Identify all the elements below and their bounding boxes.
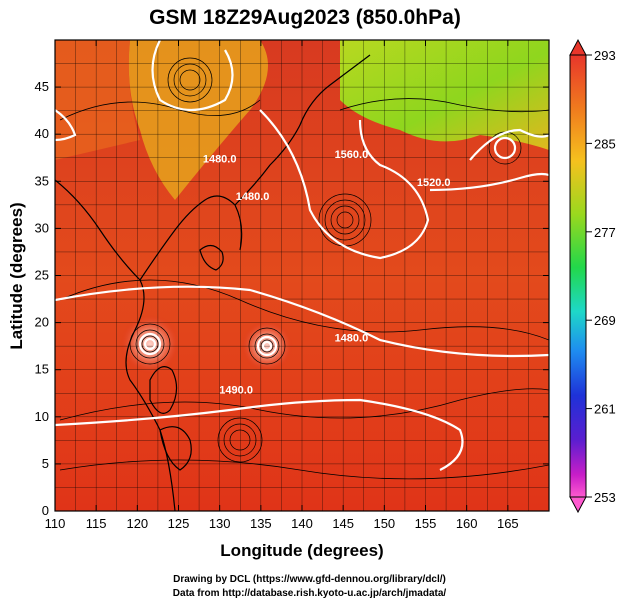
contour-label: 1480.0 bbox=[203, 153, 237, 165]
chart-title: GSM 18Z29Aug2023 (850.0hPa) bbox=[149, 6, 461, 29]
colorbar: 293 285 277 269 261 253 bbox=[569, 38, 616, 514]
cyclone-contour bbox=[261, 340, 273, 352]
x-axis-label: Longitude (degrees) bbox=[220, 541, 383, 560]
colorbar-scale bbox=[569, 54, 587, 498]
height-contour bbox=[429, 172, 549, 192]
vortex-streamline bbox=[248, 327, 286, 365]
x-tick-label: 160 bbox=[456, 516, 478, 531]
vortex-streamline bbox=[173, 63, 207, 97]
colorbar-tick-label: 269 bbox=[594, 313, 616, 328]
vortex-streamline bbox=[141, 335, 159, 353]
y-tick-label: 25 bbox=[35, 268, 49, 283]
colorbar-top-arrow bbox=[569, 38, 587, 56]
vortex-streamline bbox=[217, 417, 263, 463]
cyclone-contour bbox=[493, 136, 517, 160]
vortex-streamline bbox=[254, 333, 280, 359]
contour-label: 1480.0 bbox=[335, 332, 369, 344]
vortex-streamline bbox=[167, 57, 213, 103]
height-contour bbox=[259, 109, 430, 260]
colorbar-ticks: 293 285 277 269 261 253 bbox=[586, 48, 616, 505]
colorbar-tick-label: 277 bbox=[594, 225, 616, 240]
vortex-streamline bbox=[229, 429, 251, 451]
credit-data-source: Data from http://database.rish.kyoto-u.a… bbox=[172, 588, 447, 599]
x-tick-label: 135 bbox=[250, 516, 272, 531]
contour-label: 1480.0 bbox=[236, 191, 270, 203]
x-tick-label: 155 bbox=[415, 516, 437, 531]
contour-label: 1520.0 bbox=[417, 177, 451, 189]
vortex-streamline bbox=[135, 329, 165, 359]
y-tick-label: 40 bbox=[35, 126, 49, 141]
contour-label: 1560.0 bbox=[335, 149, 369, 161]
x-tick-label: 115 bbox=[86, 516, 107, 531]
coastlines bbox=[55, 54, 371, 511]
cold-air-region bbox=[340, 40, 549, 150]
height-contour bbox=[469, 128, 549, 161]
vortex-streamline bbox=[336, 211, 354, 229]
height-contour bbox=[55, 398, 464, 471]
y-axis-label: Latitude (degrees) bbox=[7, 202, 26, 349]
height-contour bbox=[55, 109, 77, 142]
height-contours bbox=[55, 40, 549, 471]
streamline bbox=[59, 388, 549, 421]
streamline bbox=[59, 99, 261, 121]
coastline bbox=[139, 195, 243, 281]
x-tick-label: 165 bbox=[497, 516, 519, 531]
y-tick-label: 20 bbox=[35, 315, 49, 330]
credit-dcl: Drawing by DCL (https://www.gfd-dennou.o… bbox=[173, 574, 446, 585]
x-tick-label: 140 bbox=[291, 516, 313, 531]
y-tick-label: 30 bbox=[35, 220, 49, 235]
coastline bbox=[234, 54, 371, 206]
map-plot-area: 1560.0 1520.0 1480.0 1480.0 1480.0 1490.0 bbox=[55, 40, 549, 511]
height-contour bbox=[151, 40, 234, 111]
contour-labels: 1560.0 1520.0 1480.0 1480.0 1480.0 1490.0 bbox=[203, 149, 451, 397]
colorbar-tick-label: 261 bbox=[594, 402, 616, 417]
x-tick-label: 120 bbox=[126, 516, 148, 531]
cyclone-contour bbox=[143, 337, 157, 351]
vortex-streamline bbox=[179, 69, 201, 91]
cyclone-contour bbox=[256, 335, 278, 357]
x-axis-ticks: 110 115 120 125 130 135 140 145 150 155 160 165 bbox=[45, 40, 519, 531]
vortex-streamline bbox=[260, 339, 274, 353]
streamline bbox=[339, 98, 549, 113]
height-contour bbox=[55, 285, 549, 358]
y-tick-label: 15 bbox=[35, 362, 49, 377]
x-tick-label: 110 bbox=[45, 516, 66, 531]
y-tick-label: 45 bbox=[35, 79, 49, 94]
colorbar-tick-label: 253 bbox=[594, 490, 616, 505]
x-tick-label: 125 bbox=[168, 516, 190, 531]
y-tick-label: 0 bbox=[42, 503, 49, 518]
cyclone-contour bbox=[138, 332, 162, 356]
streamline bbox=[59, 279, 549, 341]
wind-streamlines bbox=[55, 40, 549, 511]
coastline bbox=[149, 366, 178, 414]
streamline bbox=[59, 459, 549, 480]
x-tick-label: 130 bbox=[209, 516, 231, 531]
colorbar-tick-label: 293 bbox=[594, 48, 616, 63]
colorbar-tick-label: 285 bbox=[594, 136, 616, 151]
vortex-streamline bbox=[330, 205, 360, 235]
vortex-streamline bbox=[324, 199, 366, 241]
warm-region bbox=[55, 40, 140, 160]
x-tick-label: 150 bbox=[373, 516, 395, 531]
y-tick-label: 10 bbox=[35, 409, 49, 424]
y-axis-ticks: 0 5 10 15 20 25 30 35 40 45 bbox=[35, 79, 549, 518]
vortex-streamline bbox=[129, 323, 171, 365]
y-tick-label: 35 bbox=[35, 173, 49, 188]
colorbar-bottom-arrow bbox=[569, 496, 587, 514]
vortex-streamline bbox=[223, 423, 257, 457]
coastline bbox=[159, 426, 192, 471]
contour-label: 1490.0 bbox=[219, 384, 253, 396]
x-tick-label: 145 bbox=[332, 516, 354, 531]
coastline bbox=[199, 244, 224, 271]
y-tick-label: 5 bbox=[42, 456, 49, 471]
